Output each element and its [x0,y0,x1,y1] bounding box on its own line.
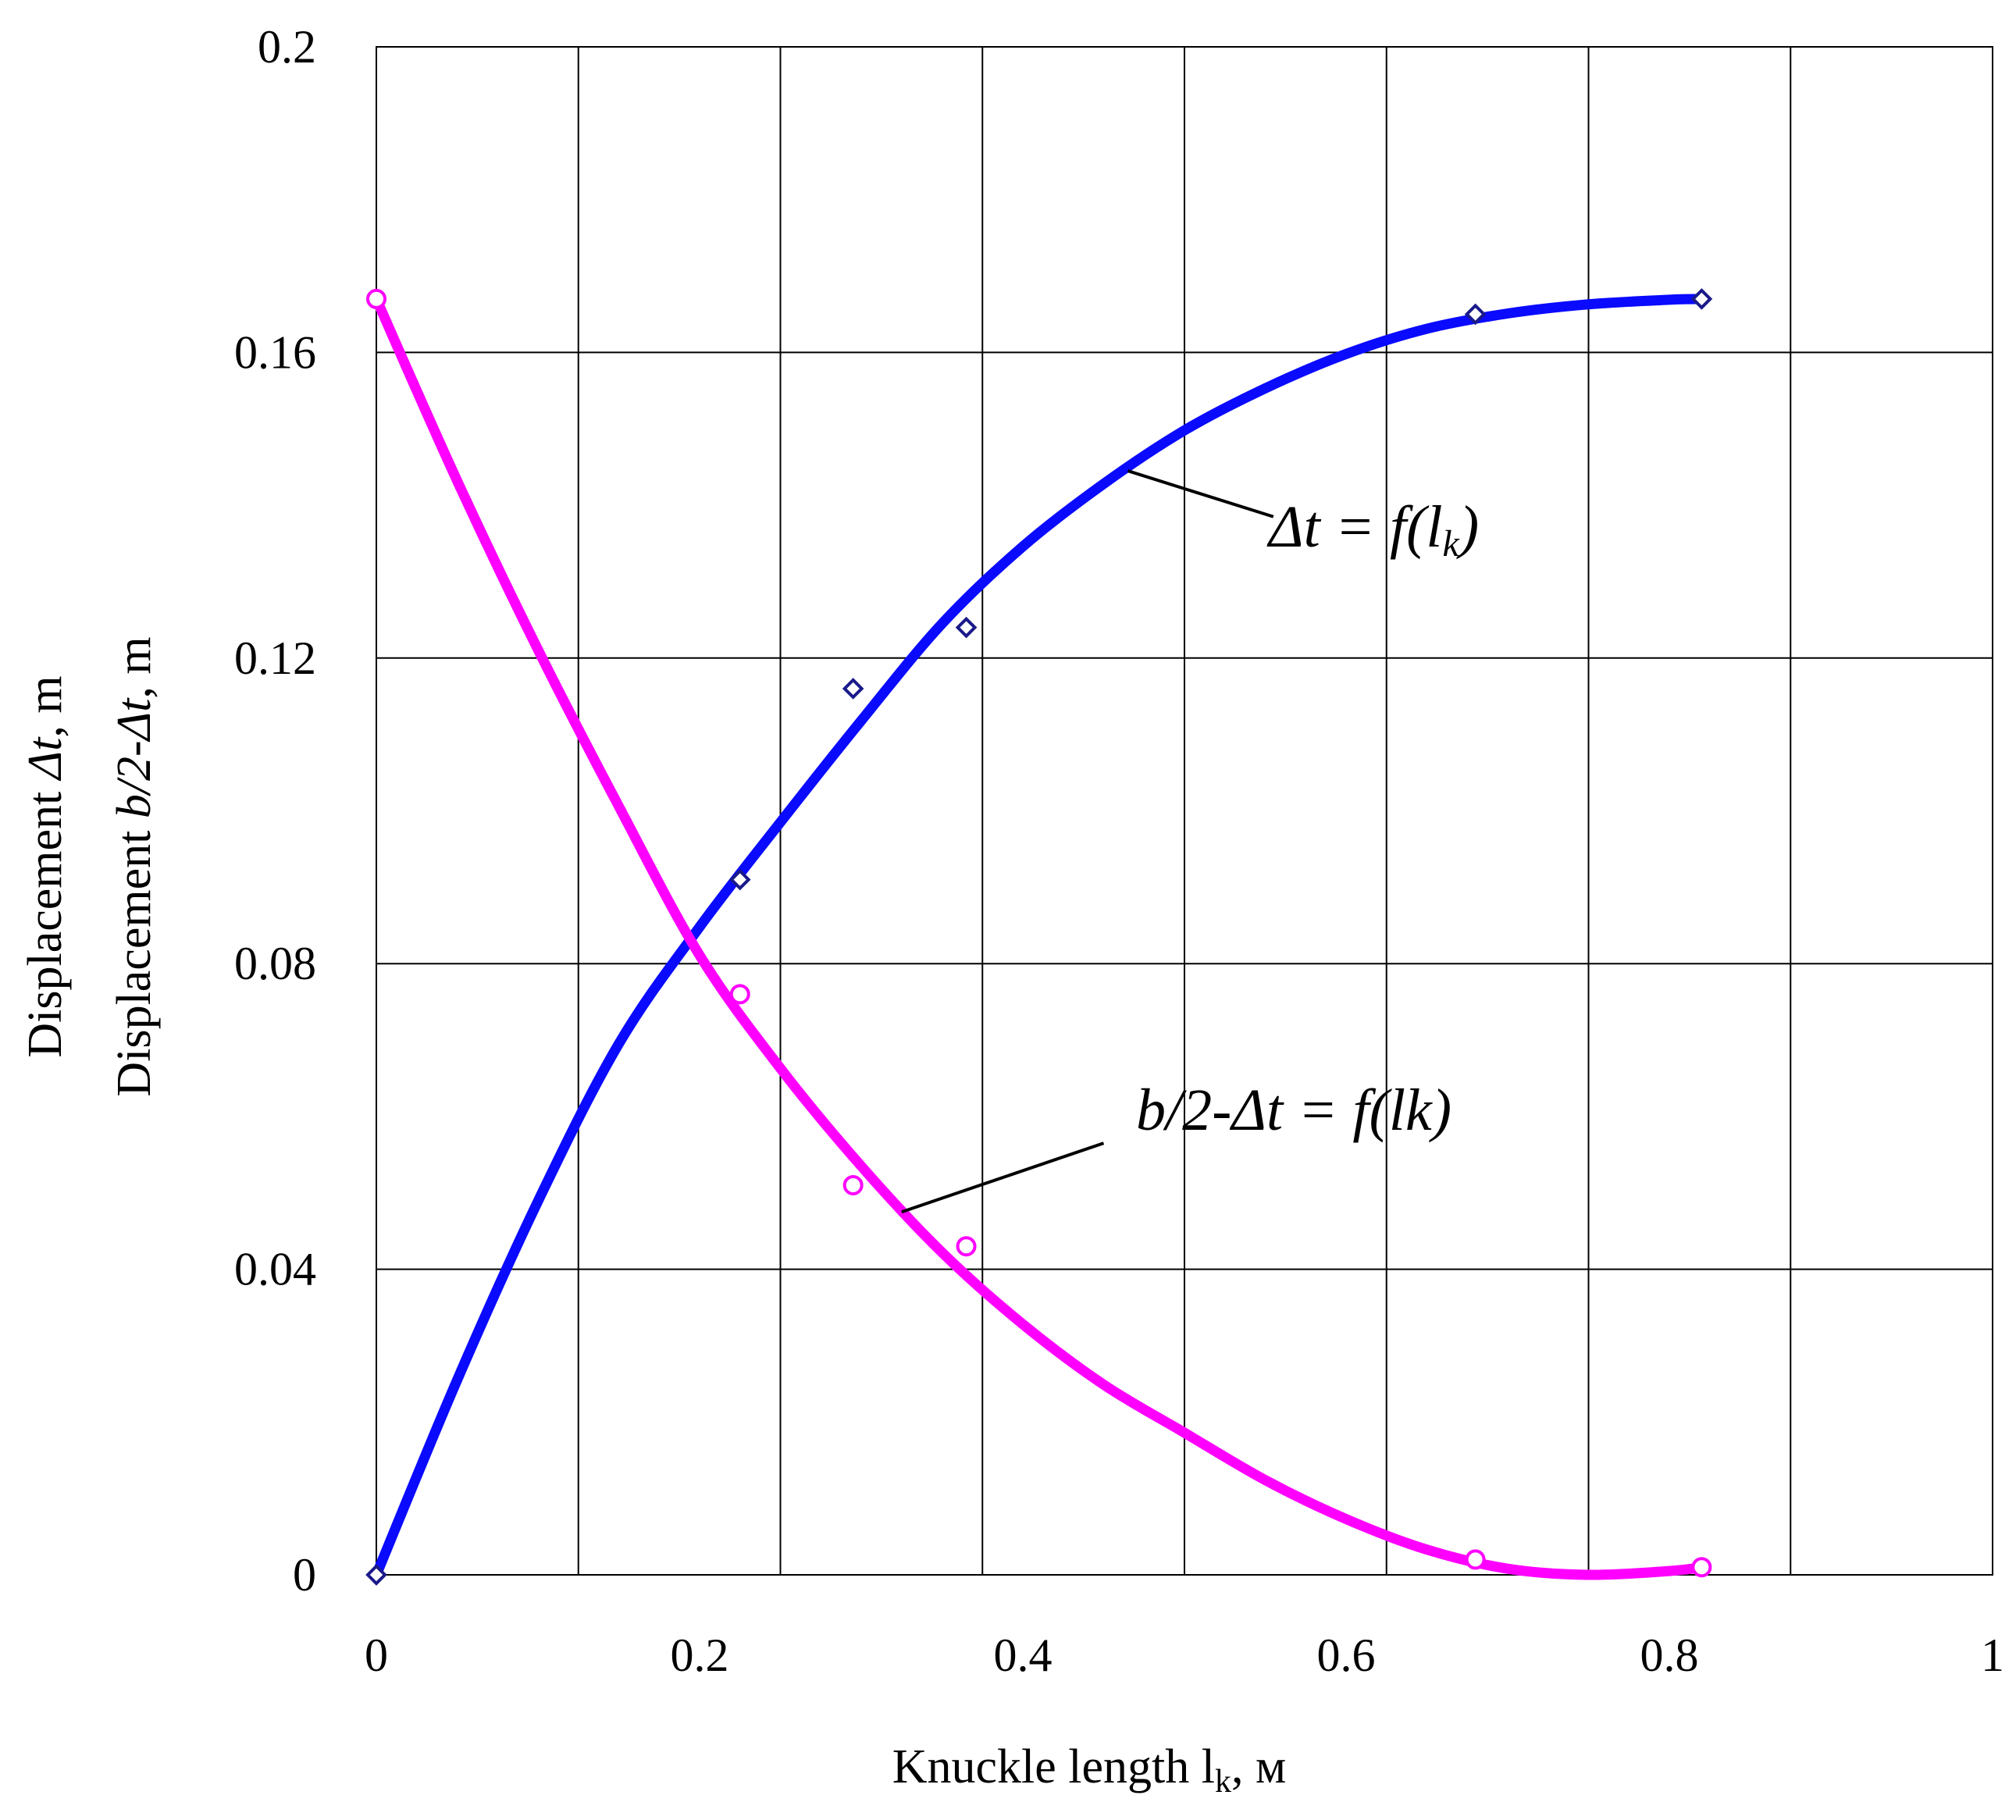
series-markers [365,288,1713,1586]
y-axis-title-line1-prefix: Displacement [19,779,72,1057]
data-point-diamond [842,678,864,700]
y-axis-title-line1-italic: Δt [19,736,72,782]
x-tick-label: 1 [1981,1629,2004,1681]
y-axis-title-line1: Displacement Δt, m [19,675,72,1057]
x-tick-label: 0 [365,1629,388,1681]
x-axis-title-suffix: , м [1231,1740,1286,1793]
y-axis-title-line2-italic: b/2-Δt [108,697,161,818]
data-point-circle [366,288,386,309]
data-point-diamond [1464,303,1487,326]
annotation-leader-line [1127,469,1274,518]
grid [376,46,1993,1576]
x-axis-title-sub: k [1215,1764,1231,1800]
annotation-b2-delta-t: b/2-Δt = f(lk) [1136,1077,1451,1143]
y-axis-title-line1-suffix: , m [19,675,72,737]
data-point-circle [1691,1557,1712,1578]
data-point-circle [1465,1549,1486,1570]
x-tick-label: 0.8 [1640,1629,1699,1681]
y-axis-title-line2: Displacement b/2-Δt, m [108,636,161,1096]
annotation-delta-t: Δt = f(lk) [1266,494,1479,565]
data-point-diamond [365,1564,387,1586]
y-tick-label: 0.12 [234,632,316,684]
y-tick-label: 0.16 [234,326,316,378]
x-axis-title: Knuckle length lk, м [892,1740,1286,1800]
y-tick-label: 0.08 [234,938,316,989]
y-axis-title-line2-prefix: Displacement [108,818,161,1096]
annotation-delta-t-main: Δt = f(l [1266,494,1443,560]
annotation-delta-t-sub: k [1443,523,1461,565]
y-tick-label: 0 [293,1549,316,1601]
y-tick-label: 0.2 [258,21,316,73]
tick-labels: 0 0.2 0.4 0.6 0.8 1 0 0.04 0.08 0.12 0.16 0.2 [234,21,2004,1681]
data-point-diamond [955,616,978,639]
x-axis-title-text: Knuckle length l [892,1740,1215,1793]
x-tick-label: 0.2 [671,1629,729,1681]
data-point-circle [842,1174,864,1195]
annotation-leaders [901,469,1274,1214]
y-tick-label: 0.04 [234,1244,316,1295]
annotation-delta-t-close: ) [1456,494,1479,560]
annotation-b2-delta-t-main: b/2-Δt = f(lk) [1136,1077,1451,1143]
data-point-diamond [728,868,751,891]
data-point-circle [729,984,750,1005]
annotation-leader-line [901,1142,1105,1214]
y-axis-title-line2-suffix: , m [108,636,161,698]
data-point-diamond [1690,288,1713,310]
data-point-circle [956,1236,977,1257]
x-tick-label: 0.6 [1317,1629,1376,1681]
plot-frame [376,46,1993,1576]
x-tick-label: 0.4 [994,1629,1053,1681]
